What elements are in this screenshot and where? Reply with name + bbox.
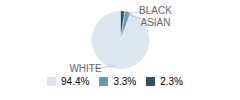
svg-text:ASIAN: ASIAN [140, 17, 170, 28]
svg-text:BLACK: BLACK [139, 5, 172, 16]
html-text:2.3%: 2.3% [160, 76, 183, 87]
html-text:3.3%: 3.3% [113, 76, 137, 87]
html-text:94.4%: 94.4% [61, 76, 90, 87]
svg-text:WHITE: WHITE [69, 63, 102, 74]
